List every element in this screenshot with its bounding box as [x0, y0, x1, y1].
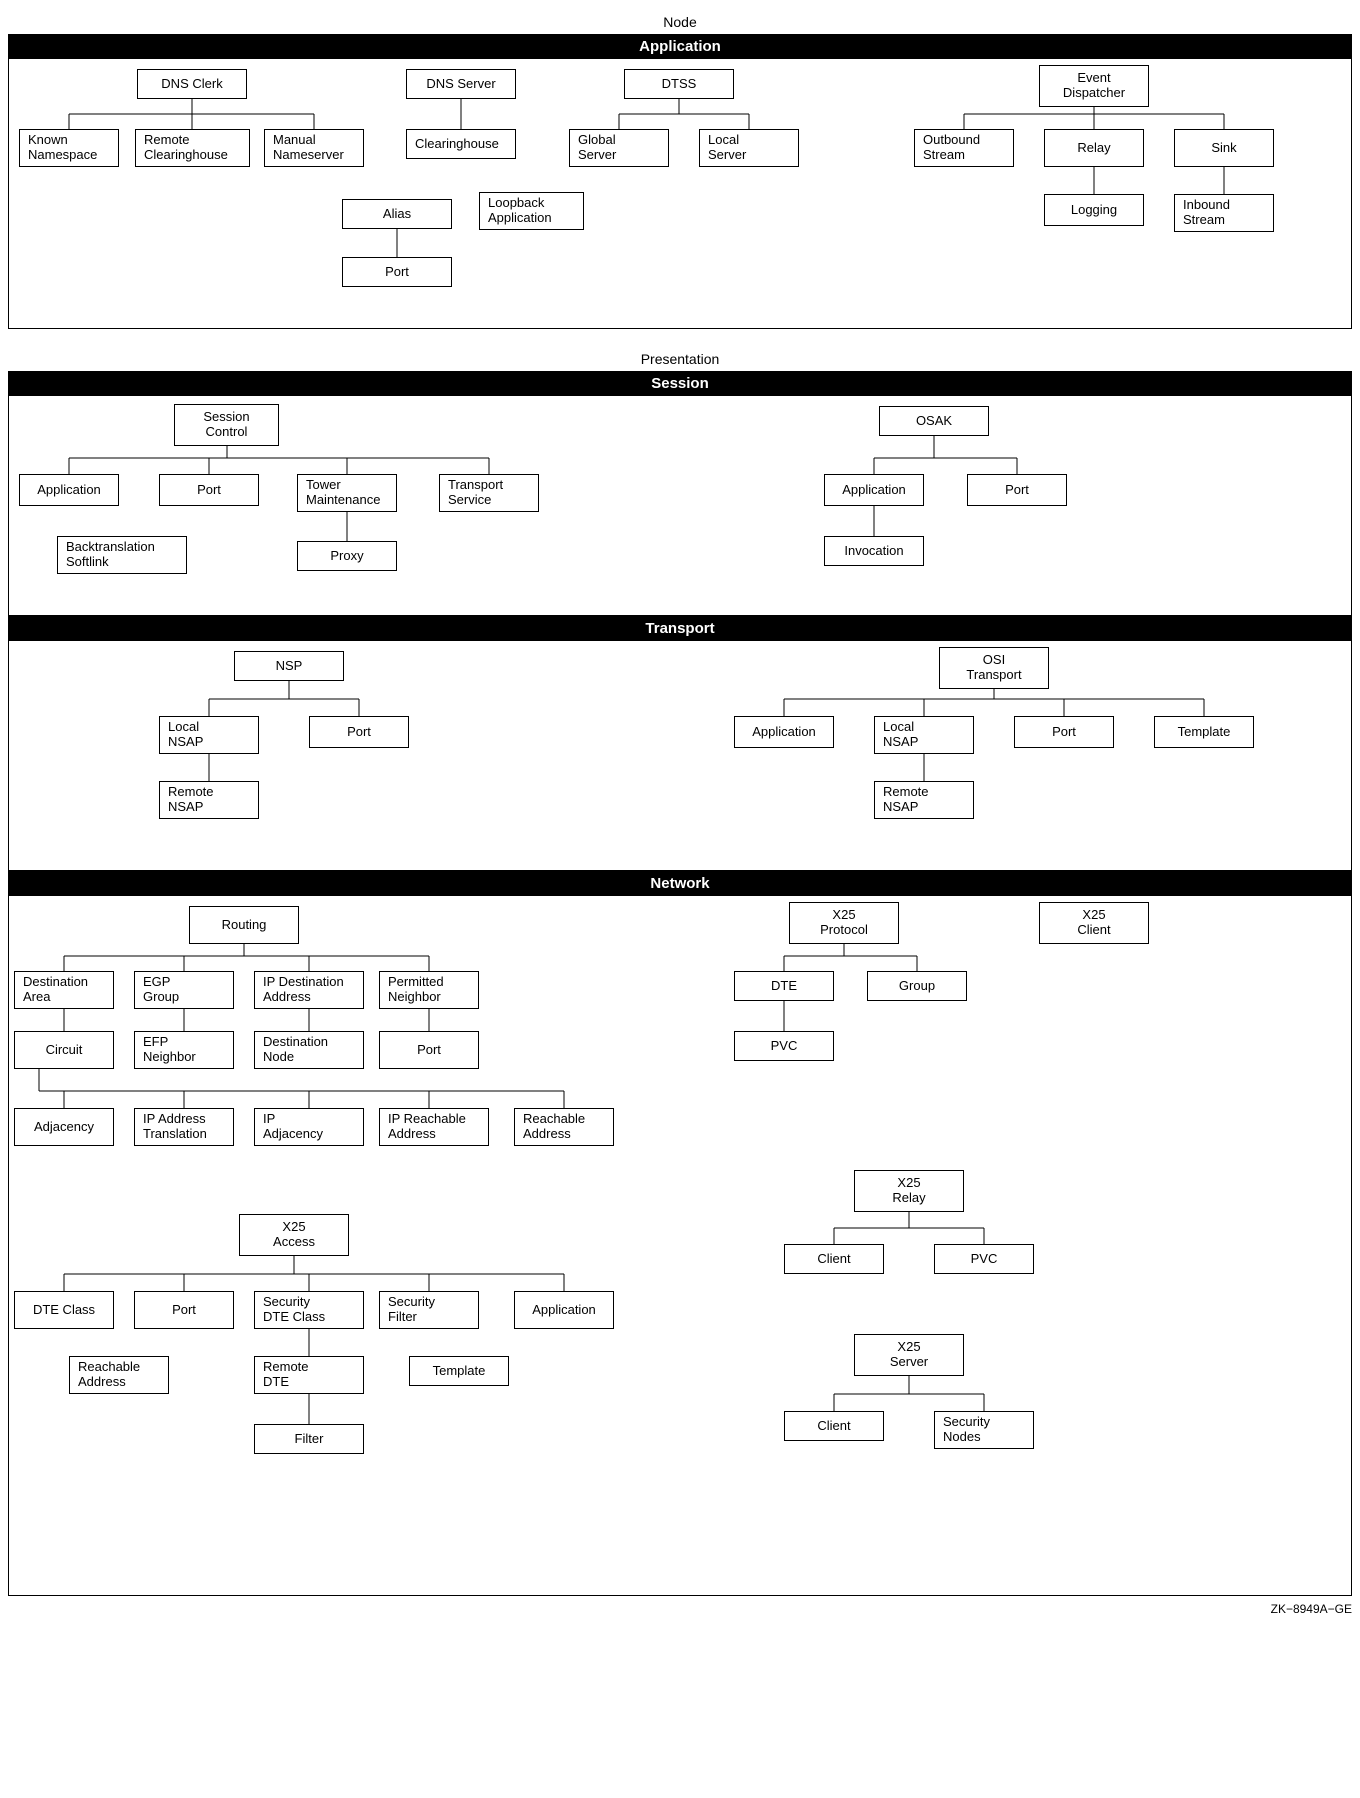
x25-access-port-box: Port: [134, 1291, 234, 1329]
session-panel: Session Control Application Port Tower M…: [8, 396, 1352, 616]
session-band: Session: [8, 371, 1352, 396]
pvc-box: PVC: [734, 1031, 834, 1061]
event-dispatcher-box: Event Dispatcher: [1039, 65, 1149, 107]
destination-area-box: Destination Area: [14, 971, 114, 1009]
alias-box: Alias: [342, 199, 452, 229]
x25-relay-box: X25 Relay: [854, 1170, 964, 1212]
node-super-label: Node: [8, 14, 1352, 30]
x25-server-box: X25 Server: [854, 1334, 964, 1376]
ip-address-translation-box: IP Address Translation: [134, 1108, 234, 1146]
figure-id: ZK−8949A−GE: [8, 1602, 1352, 1616]
dns-server-box: DNS Server: [406, 69, 516, 99]
invocation-box: Invocation: [824, 536, 924, 566]
x25-access-box: X25 Access: [239, 1214, 349, 1256]
nsp-local-nsap-box: Local NSAP: [159, 716, 259, 754]
known-namespace-box: Known Namespace: [19, 129, 119, 167]
loopback-app-box: Loopback Application: [479, 192, 584, 230]
transport-service-box: Transport Service: [439, 474, 539, 512]
dte-box: DTE: [734, 971, 834, 1001]
nsp-port-box: Port: [309, 716, 409, 748]
circuit-box: Circuit: [14, 1031, 114, 1069]
server-client-box: Client: [784, 1411, 884, 1441]
x25-client-box: X25 Client: [1039, 902, 1149, 944]
osi-remote-nsap-box: Remote NSAP: [874, 781, 974, 819]
application-band: Application: [8, 34, 1352, 59]
osak-application-box: Application: [824, 474, 924, 506]
session-port-box: Port: [159, 474, 259, 506]
network-band: Network: [8, 871, 1352, 896]
dns-clerk-box: DNS Clerk: [137, 69, 247, 99]
tower-maintenance-box: Tower Maintenance: [297, 474, 397, 512]
efp-neighbor-box: EFP Neighbor: [134, 1031, 234, 1069]
ip-adjacency-box: IP Adjacency: [254, 1108, 364, 1146]
remote-dte-box: Remote DTE: [254, 1356, 364, 1394]
transport-band: Transport: [8, 616, 1352, 641]
destination-node-box: Destination Node: [254, 1031, 364, 1069]
security-dte-class-box: Security DTE Class: [254, 1291, 364, 1329]
filter-box: Filter: [254, 1424, 364, 1454]
session-control-box: Session Control: [174, 404, 279, 446]
proxy-box: Proxy: [297, 541, 397, 571]
sink-box: Sink: [1174, 129, 1274, 167]
session-application-box: Application: [19, 474, 119, 506]
adjacency-box: Adjacency: [14, 1108, 114, 1146]
security-nodes-box: Security Nodes: [934, 1411, 1034, 1449]
application-panel: DNS Clerk DNS Server DTSS Event Dispatch…: [8, 59, 1352, 329]
network-panel: Routing Destination Area EGP Group IP De…: [8, 896, 1352, 1596]
osi-application-box: Application: [734, 716, 834, 748]
osi-port-box: Port: [1014, 716, 1114, 748]
reachable-address-box: Reachable Address: [514, 1108, 614, 1146]
remote-clearinghouse-box: Remote Clearinghouse: [135, 129, 250, 167]
relay-client-box: Client: [784, 1244, 884, 1274]
inbound-stream-box: Inbound Stream: [1174, 194, 1274, 232]
x25-application-box: Application: [514, 1291, 614, 1329]
osak-box: OSAK: [879, 406, 989, 436]
nsp-remote-nsap-box: Remote NSAP: [159, 781, 259, 819]
osi-template-box: Template: [1154, 716, 1254, 748]
manual-nameserver-box: Manual Nameserver: [264, 129, 364, 167]
egp-group-box: EGP Group: [134, 971, 234, 1009]
x25-reachable-address-box: Reachable Address: [69, 1356, 169, 1394]
alias-port-box: Port: [342, 257, 452, 287]
ip-reachable-address-box: IP Reachable Address: [379, 1108, 489, 1146]
routing-port-box: Port: [379, 1031, 479, 1069]
permitted-neighbor-box: Permitted Neighbor: [379, 971, 479, 1009]
osi-local-nsap-box: Local NSAP: [874, 716, 974, 754]
group-box: Group: [867, 971, 967, 1001]
routing-box: Routing: [189, 906, 299, 944]
osi-transport-box: OSI Transport: [939, 647, 1049, 689]
ip-destination-address-box: IP Destination Address: [254, 971, 364, 1009]
relay-pvc-box: PVC: [934, 1244, 1034, 1274]
backtranslation-box: Backtranslation Softlink: [57, 536, 187, 574]
dtss-box: DTSS: [624, 69, 734, 99]
transport-panel: NSP Local NSAP Port Remote NSAP OSI Tran…: [8, 641, 1352, 871]
dte-class-box: DTE Class: [14, 1291, 114, 1329]
relay-box: Relay: [1044, 129, 1144, 167]
x25-protocol-box: X25 Protocol: [789, 902, 899, 944]
security-filter-box: Security Filter: [379, 1291, 479, 1329]
local-server-box: Local Server: [699, 129, 799, 167]
clearinghouse-box: Clearinghouse: [406, 129, 516, 159]
outbound-stream-box: Outbound Stream: [914, 129, 1014, 167]
global-server-box: Global Server: [569, 129, 669, 167]
x25-template-box: Template: [409, 1356, 509, 1386]
nsp-box: NSP: [234, 651, 344, 681]
presentation-super-label: Presentation: [8, 351, 1352, 367]
osak-port-box: Port: [967, 474, 1067, 506]
logging-box: Logging: [1044, 194, 1144, 226]
